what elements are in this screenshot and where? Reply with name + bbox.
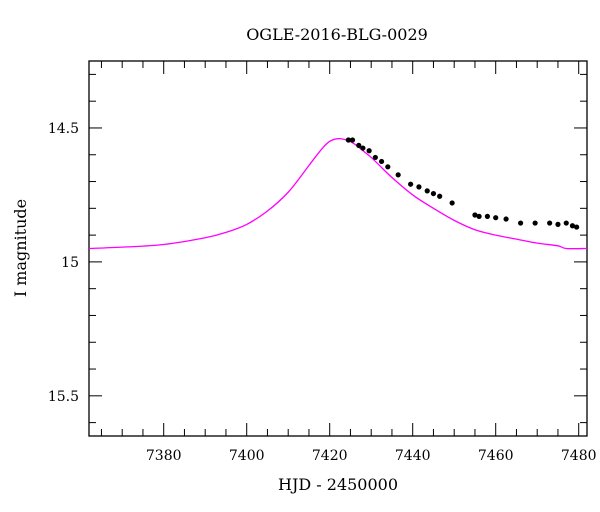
y-tick-label: 15.5 [48,389,79,405]
data-point [555,221,561,227]
data-point [408,181,414,187]
data-point [518,220,524,226]
data-point [395,172,401,178]
data-point [532,220,538,226]
x-tick-label: 7400 [229,448,265,464]
data-point [349,137,356,143]
data-point [574,224,580,230]
data-point [356,142,362,148]
data-point [437,193,443,199]
data-point [472,212,478,218]
data-point [345,137,351,143]
data-point [366,148,372,154]
data-point [372,154,378,161]
data-point [378,158,385,165]
x-tick-label: 7480 [561,448,597,464]
data-point [484,213,490,219]
model-curve [88,137,588,250]
y-tick-label: 15 [61,255,79,271]
x-tick-labels: 7380 7400 7420 7440 7460 7480 [146,448,597,464]
axis-ticks [89,61,587,436]
plot-frame [88,60,588,437]
data-point [449,200,455,206]
data-point [385,164,391,170]
data-point [569,223,576,229]
data-points [345,137,580,230]
data-point [476,213,482,219]
x-tick-label: 7460 [478,448,514,464]
data-point [493,215,499,221]
x-tick-label: 7380 [146,448,182,464]
chart-title: OGLE-2016-BLG-0029 [246,25,428,44]
x-tick-label: 7440 [395,448,431,464]
y-tick-label: 14.5 [48,121,79,137]
data-point [563,220,569,226]
data-point [547,220,553,226]
data-point [430,190,437,197]
x-tick-label: 7420 [312,448,348,464]
y-axis-label: I magnitude [11,199,30,297]
data-point [424,188,430,194]
data-point [503,216,509,222]
data-point [416,184,422,190]
data-point [360,145,366,151]
x-axis-label: HJD - 2450000 [278,475,398,494]
y-tick-labels: 14.5 15 15.5 [48,121,79,405]
